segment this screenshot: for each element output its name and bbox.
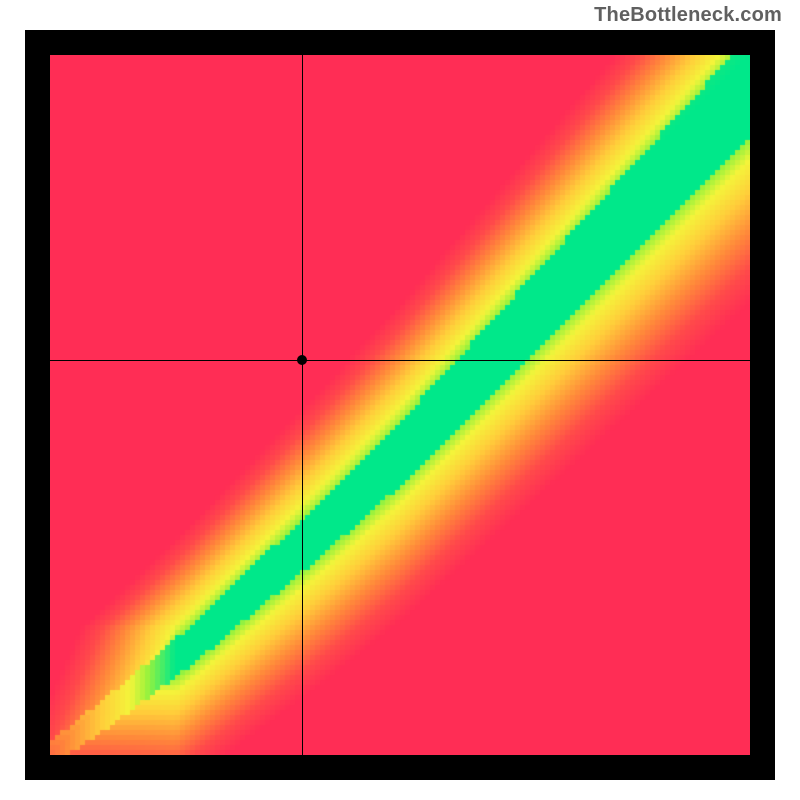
heatmap-canvas bbox=[50, 55, 750, 755]
attribution-text: TheBottleneck.com bbox=[594, 4, 782, 27]
plot-frame bbox=[25, 30, 775, 780]
stage: TheBottleneck.com bbox=[0, 0, 800, 800]
plot-area bbox=[50, 55, 750, 755]
